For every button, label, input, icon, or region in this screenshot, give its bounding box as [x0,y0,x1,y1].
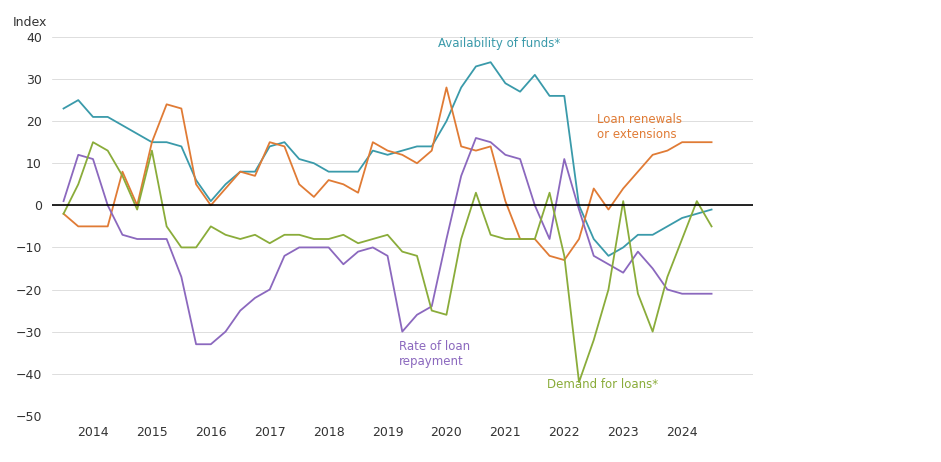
Text: Loan renewals
or extensions: Loan renewals or extensions [597,113,681,141]
Text: Availability of funds*: Availability of funds* [438,36,560,49]
Text: Rate of loan
repayment: Rate of loan repayment [399,340,470,368]
Text: Index: Index [13,16,48,30]
Text: Demand for loans*: Demand for loans* [547,378,658,391]
